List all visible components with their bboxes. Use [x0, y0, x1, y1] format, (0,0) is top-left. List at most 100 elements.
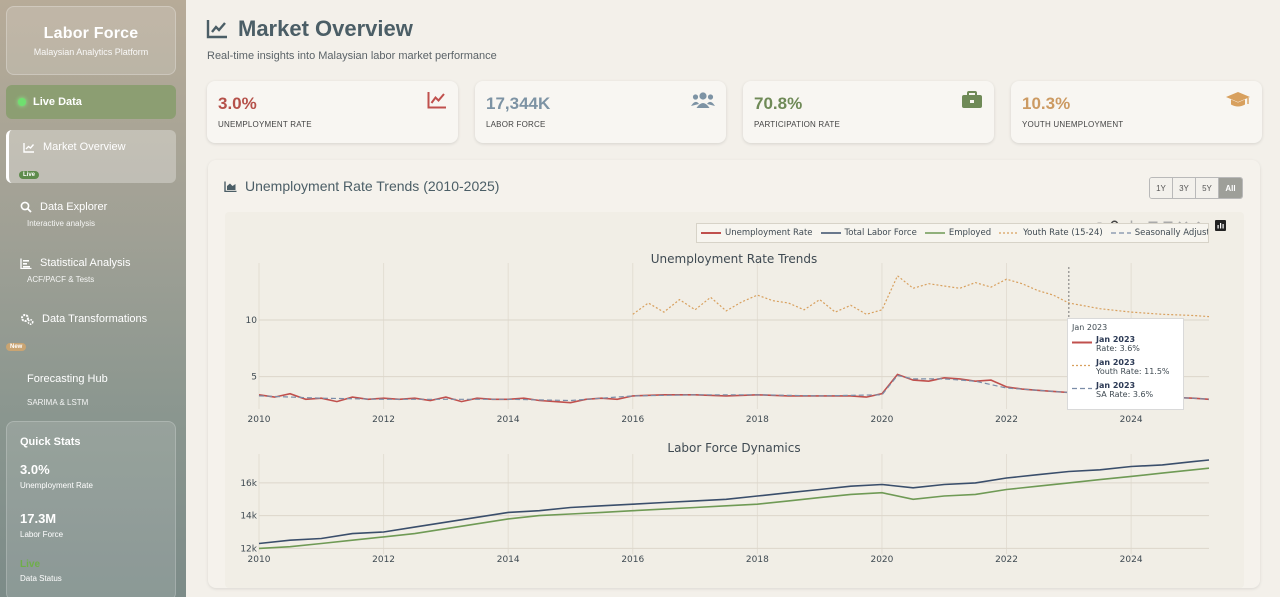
- range-button-all[interactable]: All: [1219, 178, 1242, 198]
- legend-item-unemployment[interactable]: Unemployment Rate: [701, 228, 813, 238]
- sidebar-item-data-explorer[interactable]: Data Explorer Interactive analysis: [6, 201, 176, 228]
- range-selector: 1Y 3Y 5Y All: [1149, 177, 1243, 199]
- tooltip-row-title: Jan 2023: [1096, 335, 1136, 344]
- sidebar-item-market-overview[interactable]: Market Overview Live: [6, 130, 176, 183]
- brand-panel[interactable]: Labor Force Malaysian Analytics Platform: [6, 6, 176, 75]
- chart-card-title: Unemployment Rate Trends (2010-2025): [224, 178, 499, 194]
- kpi-label: PARTICIPATION RATE: [754, 120, 840, 129]
- kpi-value: 3.0%: [218, 94, 257, 113]
- tooltip-swatch: [1072, 387, 1092, 390]
- unemployment-subplot-title: Unemployment Rate Trends: [651, 252, 817, 266]
- brand-subtitle: Malaysian Analytics Platform: [33, 47, 149, 57]
- kpi-value: 70.8%: [754, 94, 803, 113]
- x-tick-label: 2014: [497, 555, 520, 565]
- y-tick-label: 16k: [240, 479, 257, 489]
- tooltip-header: Jan 2023: [1072, 323, 1108, 332]
- sidebar-item-sublabel: Interactive analysis: [27, 219, 96, 228]
- sidebar-item-label: Data Transformations: [42, 313, 148, 325]
- sidebar-item-label: Market Overview: [43, 141, 126, 153]
- line-chart-icon: [23, 142, 35, 153]
- kpi-value: 17,344K: [486, 94, 551, 113]
- graduation-cap-icon: [1226, 92, 1250, 107]
- tooltip-swatch: [1072, 364, 1092, 367]
- brand-title: Labor Force: [43, 25, 139, 42]
- sidebar: Labor Force Malaysian Analytics Platform…: [0, 0, 186, 597]
- tooltip-row: Jan 2023 Youth Rate: 11.5%: [1072, 358, 1170, 376]
- area-chart-icon: [224, 181, 237, 192]
- users-icon: [691, 92, 715, 108]
- series-line-employed: [258, 467, 1210, 550]
- new-badge: New: [6, 343, 27, 351]
- page-title-text: Market Overview: [238, 16, 413, 41]
- legend-swatch: [1110, 232, 1131, 234]
- range-button-5y[interactable]: 5Y: [1196, 178, 1219, 198]
- y-tick-label: 10: [246, 316, 258, 326]
- legend-label: Employed: [948, 228, 992, 238]
- legend-swatch: [820, 232, 841, 234]
- x-tick-label: 2018: [746, 415, 769, 425]
- chart-legend: Unemployment Rate Total Labor Force Empl…: [696, 223, 1209, 243]
- gears-icon: [21, 314, 34, 325]
- quick-stat-label: Labor Force: [20, 530, 64, 539]
- x-tick-label: 2016: [621, 555, 644, 565]
- sidebar-item-data-transformations[interactable]: Data Transformations: [6, 313, 176, 325]
- series-line-total-labor-force: [258, 459, 1210, 545]
- x-tick-label: 2012: [372, 415, 395, 425]
- sidebar-item-label: Data Explorer: [40, 201, 108, 213]
- quick-stat-value: 3.0%: [20, 462, 50, 477]
- range-button-3y[interactable]: 3Y: [1173, 178, 1196, 198]
- kpi-card-participation: 70.8% PARTICIPATION RATE: [743, 81, 994, 143]
- tooltip-row-text: Youth Rate: 11.5%: [1096, 367, 1170, 376]
- y-tick-label: 14k: [240, 512, 257, 522]
- series-line-youth-rate-15-24-: [632, 274, 1210, 318]
- x-tick-label: 2022: [995, 555, 1018, 565]
- legend-swatch: [999, 232, 1020, 234]
- sidebar-item-sublabel: ACF/PACF & Tests: [27, 275, 95, 284]
- legend-label: Seasonally Adjusted: [1134, 228, 1208, 238]
- live-status-dot: [18, 98, 26, 106]
- x-tick-label: 2014: [497, 415, 520, 425]
- quick-stat-label: Unemployment Rate: [20, 481, 93, 490]
- x-tick-label: 2022: [995, 415, 1018, 425]
- legend-item-youth-rate[interactable]: Youth Rate (15-24): [999, 228, 1103, 238]
- plotly-logo-icon: [1215, 218, 1226, 236]
- tooltip-row-text: SA Rate: 3.6%: [1096, 390, 1154, 399]
- sidebar-item-label: Statistical Analysis: [40, 257, 131, 269]
- range-button-1y[interactable]: 1Y: [1150, 178, 1173, 198]
- chart-card-title-text: Unemployment Rate Trends (2010-2025): [245, 178, 500, 194]
- x-tick-label: 2010: [248, 415, 271, 425]
- live-data-button[interactable]: Live Data: [6, 85, 176, 119]
- labor-force-subplot-title: Labor Force Dynamics: [667, 441, 800, 455]
- x-tick-label: 2024: [1120, 555, 1143, 565]
- kpi-label: LABOR FORCE: [486, 120, 546, 129]
- line-chart-icon: [427, 92, 446, 109]
- sidebar-item-forecasting-hub[interactable]: Forecasting Hub SARIMA & LSTM: [6, 373, 176, 407]
- kpi-value: 10.3%: [1022, 94, 1071, 113]
- legend-item-employed[interactable]: Employed: [924, 228, 992, 238]
- x-tick-label: 2010: [248, 555, 271, 565]
- legend-item-seasonally-adjusted[interactable]: Seasonally Adjusted: [1110, 228, 1208, 238]
- quick-stats-panel: Quick Stats 3.0% Unemployment Rate 17.3M…: [6, 421, 176, 597]
- kpi-card-youth: 10.3% YOUTH UNEMPLOYMENT: [1011, 81, 1262, 143]
- sidebar-item-label: Forecasting Hub: [27, 373, 108, 385]
- x-tick-label: 2018: [746, 555, 769, 565]
- y-tick-label: 5: [251, 373, 257, 383]
- legend-swatch: [924, 232, 945, 234]
- search-icon: [20, 201, 32, 213]
- tooltip-row-title: Jan 2023: [1096, 358, 1136, 367]
- plot-svg[interactable]: Unemployment Rate Trends 2010 2012 2014 2016…: [225, 212, 1244, 588]
- tooltip-row-title: Jan 2023: [1096, 381, 1136, 390]
- quick-stat-value: 17.3M: [20, 511, 57, 526]
- legend-item-labor-force[interactable]: Total Labor Force: [820, 228, 917, 238]
- live-data-label: Live Data: [33, 96, 82, 108]
- legend-swatch: [701, 232, 721, 234]
- x-tick-label: 2020: [870, 555, 893, 565]
- live-badge: Live: [19, 171, 40, 179]
- plot-area[interactable]: Unemployment Rate Trends 2010 2012 2014 2016…: [225, 212, 1244, 588]
- tooltip-row: Jan 2023 SA Rate: 3.6%: [1072, 381, 1153, 399]
- x-tick-label: 2012: [372, 555, 395, 565]
- kpi-card-labor-force: 17,344K LABOR FORCE: [475, 81, 726, 143]
- sidebar-item-statistical-analysis[interactable]: Statistical Analysis ACF/PACF & Tests: [6, 257, 176, 284]
- briefcase-icon: [962, 91, 982, 108]
- series-line-seasonally-adjusted: [258, 374, 1210, 402]
